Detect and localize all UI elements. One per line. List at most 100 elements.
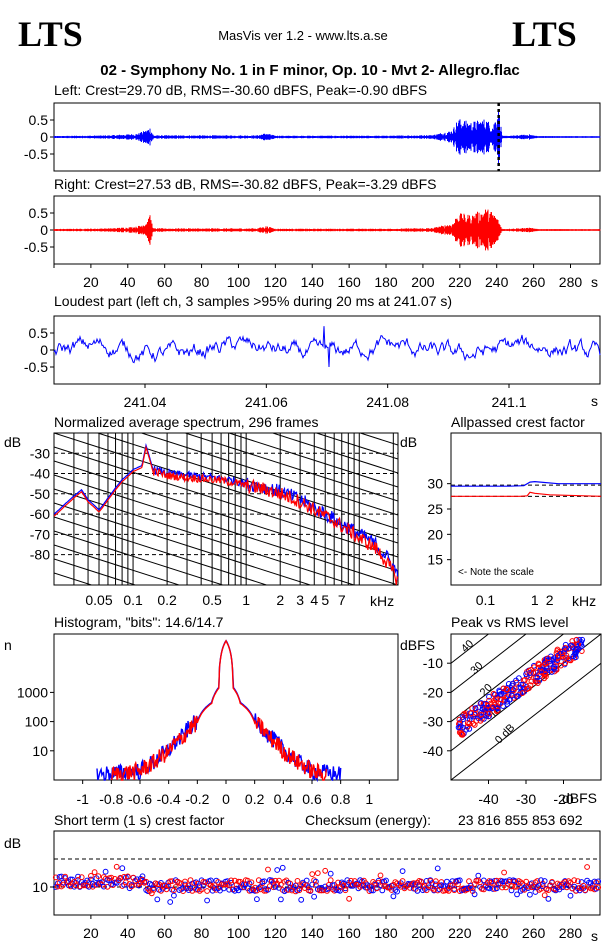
logo-left: LTS (18, 14, 83, 54)
short-crest-point-left (298, 896, 305, 903)
peak-rms-xtick-label: -20 (553, 791, 573, 807)
spectrum-ylabel: dB (4, 434, 21, 450)
spectrum-group: -30 -40 -50 -60 -70 -80 0.05 0.1 0.2 0.5 1 2 3 4 5 7 (30, 307, 398, 608)
short-crest-point-left (75, 873, 81, 880)
spectrum-slope-line (54, 446, 398, 558)
peak-rms-point (466, 720, 473, 727)
short-crest-point-left (100, 883, 107, 890)
right-waveform-ytick-label: 0.5 (29, 205, 49, 221)
short-crest-point-left (475, 872, 482, 879)
peak-rms-point (531, 664, 538, 670)
left-waveform-title: Left: Crest=29.70 dB, RMS=-30.60 dBFS, P… (54, 82, 427, 98)
short-crest-point-right (204, 888, 211, 894)
short-crest-point-left (278, 896, 284, 903)
peak-rms-xtick-label: -40 (478, 791, 498, 807)
peak-rms-point (456, 716, 463, 723)
short-crest-point-right (228, 877, 235, 884)
short-crest-point-left (139, 873, 146, 880)
peak-rms-point (559, 653, 566, 660)
peak-rms-point (484, 702, 491, 709)
spectrum-ytick-label: -40 (30, 466, 50, 482)
peak-rms-ytick-label: -10 (423, 655, 443, 671)
spectrum-slope-line (54, 307, 398, 417)
short-crest-xtick-label: 180 (374, 925, 398, 941)
peak-rms-point (471, 722, 478, 728)
short-crest-xtick-label: 100 (227, 925, 251, 941)
short-crest-xtick-label: 120 (264, 925, 288, 941)
allpassed-xtick-label: 2 (546, 592, 554, 608)
short-crest-point-right (571, 877, 578, 884)
short-crest-point-left (150, 885, 157, 891)
short-crest-point-right (373, 885, 380, 892)
short-crest-group: 10 20 40 60 80 100 120 140 160 180 200 220 240 260 280 (32, 858, 602, 941)
right-waveform-xtick-label: 40 (120, 274, 136, 290)
short-crest-point-right (91, 869, 98, 876)
peak-rms-point (467, 713, 474, 720)
peak-rms-xlabel: dBFS (562, 790, 597, 806)
short-crest-point-right (322, 867, 329, 874)
peak-rms-point (519, 690, 526, 696)
short-crest-point-right (445, 888, 452, 894)
histogram-xtick-label: -0.8 (99, 791, 123, 807)
peak-rms-point (503, 686, 510, 693)
short-crest-ytick-label: 10 (32, 879, 48, 895)
short-crest-point-right (575, 878, 581, 885)
short-crest-point-left (586, 879, 592, 886)
peak-rms-point (545, 655, 551, 662)
short-crest-point-left (394, 888, 401, 895)
short-crest-xtick-label: 20 (83, 925, 99, 941)
logo-right: LTS (512, 14, 577, 54)
peak-rms-point (511, 685, 518, 692)
short-crest-point-right (62, 873, 68, 880)
spectrum-xtick-label: 2 (276, 592, 284, 608)
spectrum-xunit: kHz (370, 593, 394, 609)
peak-rms-point (570, 653, 577, 660)
spectrum-title: Normalized average spectrum, 296 frames (54, 414, 319, 430)
short-crest-point-right (314, 870, 321, 876)
short-crest-point-right (248, 879, 255, 886)
allpassed-title: Allpassed crest factor (451, 414, 585, 430)
histogram-ytick-label: 1000 (17, 684, 48, 700)
peak-rms-point (520, 681, 526, 688)
histogram-xtick-label: -0.4 (157, 791, 181, 807)
short-crest-point-left (560, 884, 566, 890)
short-crest-point-right (432, 878, 439, 885)
short-crest-point-left (414, 888, 421, 894)
short-crest-point-right (287, 880, 294, 887)
short-crest-point-right (377, 872, 384, 879)
peak-rms-point (496, 688, 503, 695)
short-crest-point-left (272, 883, 279, 890)
peak-rms-point (494, 705, 501, 712)
peak-rms-point (534, 680, 541, 686)
short-crest-point-left (226, 886, 233, 893)
short-crest-xtick-label: 260 (522, 925, 546, 941)
spectrum-xtick-label: 4 (310, 592, 318, 608)
spectrum-ytick-label: -50 (30, 486, 50, 502)
right-waveform-title: Right: Crest=27.53 dB, RMS=-30.82 dBFS, … (54, 176, 436, 192)
histogram-group: 1000 100 10 -1 -0.8 -0.6 -0.4 -0.2 0 0.2 0.4 0.6 0.8… (17, 639, 373, 807)
peak-rms-point (536, 661, 542, 668)
allpassed-ytick-label: 20 (427, 526, 443, 542)
spectrum-slope-line (54, 558, 137, 585)
peak-rms-point (472, 705, 479, 711)
peak-rms-point (569, 644, 576, 650)
spectrum-slope-line (54, 488, 356, 585)
peak-rms-point (508, 692, 515, 699)
spectrum-slope-line (271, 433, 398, 474)
file-title: 02 - Symphony No. 1 in F minor, Op. 10 -… (100, 62, 520, 79)
histogram-ytick-label: 100 (25, 714, 49, 730)
short-crest-point-right (99, 881, 105, 888)
short-crest-point-right (399, 878, 406, 884)
peak-rms-ytick-label: -20 (423, 684, 443, 700)
short-crest-point-right (534, 878, 541, 884)
peak-rms-point (513, 677, 519, 684)
right-waveform-xtick-label: 180 (374, 274, 398, 290)
short-crest-point-left (383, 877, 389, 884)
short-crest-point-right (261, 887, 268, 894)
short-crest-point-right (124, 873, 131, 880)
loudest-xtick-label: 241.06 (245, 394, 288, 410)
histogram-xtick-label: 0 (222, 791, 230, 807)
peak-rms-point (470, 720, 477, 727)
